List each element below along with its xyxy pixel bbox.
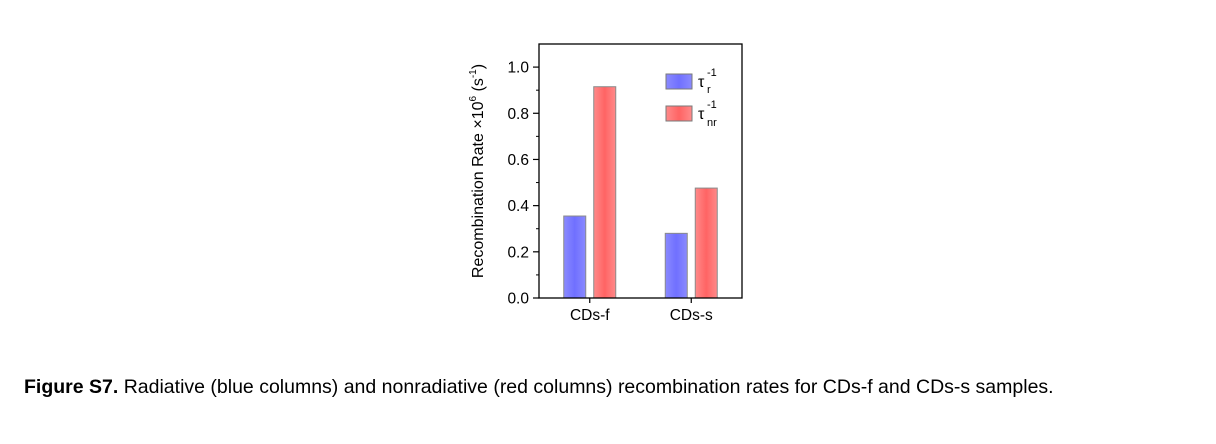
y-tick-label: 0.2 <box>507 244 529 261</box>
y-tick-label: 0.8 <box>507 106 529 123</box>
y-axis-label: Recombination Rate ×106 (s-1) <box>468 64 487 278</box>
legend-swatch-nonradiative <box>665 105 693 122</box>
plot-frame <box>538 43 743 299</box>
bar-radiative-cds-f <box>563 215 587 299</box>
x-axis-ticks: CDs-f CDs-s <box>570 298 713 324</box>
y-axis-label-unit-exponent: -1 <box>468 69 479 78</box>
y-axis-label-main: Recombination Rate ×10 <box>470 101 487 278</box>
legend-label-radiative: τ r -1 <box>698 67 717 97</box>
bar-nonradiative-cds-f <box>593 86 617 299</box>
y-tick-label: 0.6 <box>507 152 529 169</box>
legend-label-nonradiative: τ nr -1 <box>698 99 721 130</box>
bars-group <box>563 86 718 299</box>
y-axis-ticks: 0.0 0.2 0.4 0.6 0.8 1.0 <box>507 60 539 308</box>
y-tick-label: 0.4 <box>507 198 529 215</box>
y-axis-label-exponent: 6 <box>468 96 479 102</box>
y-axis-label-unit-open: (s <box>470 78 487 96</box>
y-tick-label: 1.0 <box>507 60 529 77</box>
y-tick-label: 0.0 <box>507 291 529 308</box>
bar-radiative-cds-s <box>664 232 688 299</box>
legend-swatch-radiative <box>665 73 693 90</box>
legend: τ r -1 τ nr -1 <box>665 67 721 130</box>
bar-chart: 0.0 0.2 0.4 0.6 0.8 1.0 CDs-f CDs-s Recombinat… <box>468 43 743 324</box>
caption-text: Radiative (blue columns) and nonradiativ… <box>118 376 1054 398</box>
figure-caption: Figure S7. Radiative (blue columns) and … <box>24 372 1192 402</box>
caption-label: Figure S7. <box>24 376 119 398</box>
x-tick-label: CDs-f <box>570 307 610 324</box>
x-tick-label: CDs-s <box>670 307 713 324</box>
y-axis-label-unit-close: ) <box>470 64 487 69</box>
bar-nonradiative-cds-s <box>694 187 718 299</box>
